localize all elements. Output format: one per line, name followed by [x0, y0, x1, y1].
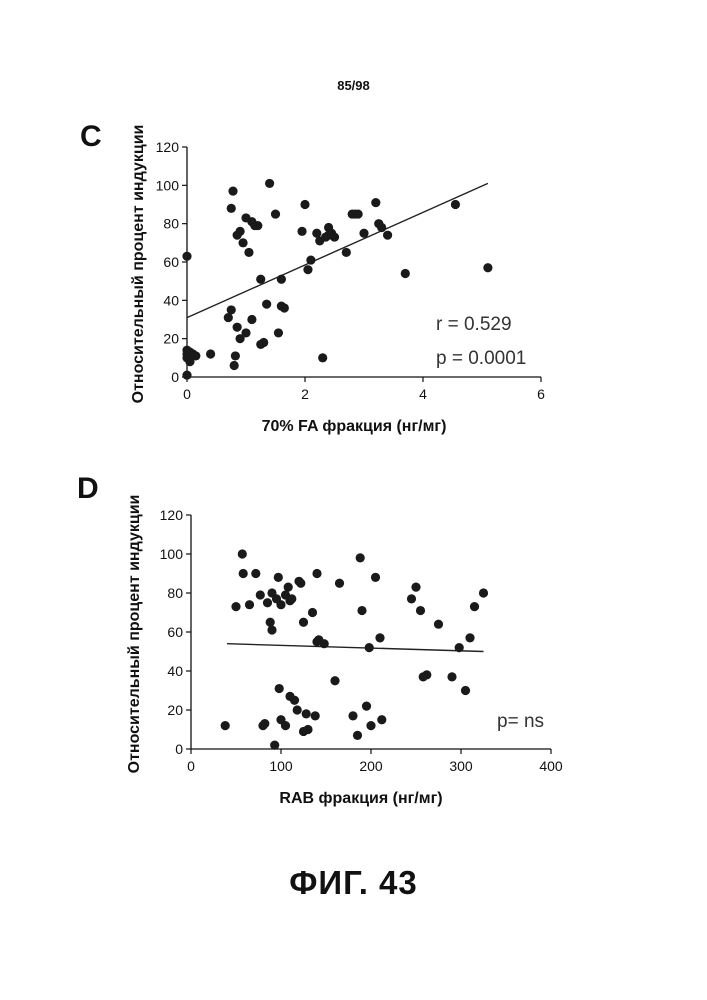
y-tick-label: 80 — [167, 585, 183, 601]
data-point — [461, 686, 470, 695]
data-point — [263, 598, 272, 607]
data-point — [281, 721, 290, 730]
y-tick-label: 40 — [167, 663, 183, 679]
data-point — [238, 549, 247, 558]
data-point — [287, 594, 296, 603]
x-tick-label: 300 — [449, 758, 473, 774]
data-point — [270, 741, 279, 750]
data-point — [407, 594, 416, 603]
data-point — [231, 602, 240, 611]
data-point — [335, 579, 344, 588]
data-point — [290, 696, 299, 705]
data-point — [434, 620, 443, 629]
data-point — [245, 600, 254, 609]
data-point — [356, 553, 365, 562]
data-point — [312, 569, 321, 578]
data-point — [479, 588, 488, 597]
y-tick-label: 20 — [167, 702, 183, 718]
figure-caption: ФИГ. 43 — [0, 864, 707, 902]
stat-annotation: p= ns — [497, 711, 544, 732]
x-tick-label: 100 — [269, 758, 293, 774]
data-point — [411, 583, 420, 592]
data-point — [416, 606, 425, 615]
x-axis-label: RAB фракция (нг/мг) — [279, 790, 442, 807]
y-tick-label: 60 — [167, 624, 183, 640]
data-point — [275, 684, 284, 693]
data-point — [377, 715, 386, 724]
data-point — [362, 702, 371, 711]
data-point — [375, 633, 384, 642]
data-point — [266, 618, 275, 627]
data-point — [284, 583, 293, 592]
data-point — [455, 643, 464, 652]
data-point — [353, 731, 362, 740]
y-tick-label: 100 — [160, 546, 184, 562]
data-point — [465, 633, 474, 642]
data-point — [299, 618, 308, 627]
data-point — [221, 721, 230, 730]
data-point — [274, 573, 283, 582]
x-tick-label: 200 — [359, 758, 383, 774]
data-point — [303, 725, 312, 734]
data-point — [371, 573, 380, 582]
data-point — [308, 608, 317, 617]
y-axis-label: Относительный процент индукции — [126, 495, 143, 774]
data-point — [296, 579, 305, 588]
data-point — [311, 711, 320, 720]
x-tick-label: 400 — [539, 758, 563, 774]
data-point — [365, 643, 374, 652]
data-point — [239, 569, 248, 578]
data-point — [276, 600, 285, 609]
data-point — [302, 709, 311, 718]
data-point — [256, 590, 265, 599]
data-point — [267, 625, 276, 634]
x-tick-label: 0 — [187, 758, 195, 774]
data-point — [260, 719, 269, 728]
data-point — [447, 672, 456, 681]
data-point — [320, 639, 329, 648]
trend-line — [227, 644, 484, 652]
data-point — [251, 569, 260, 578]
data-point — [470, 602, 479, 611]
data-point — [357, 606, 366, 615]
data-point — [348, 711, 357, 720]
data-point — [293, 705, 302, 714]
data-point — [366, 721, 375, 730]
y-tick-label: 0 — [175, 741, 183, 757]
data-point — [330, 676, 339, 685]
y-tick-label: 120 — [160, 507, 184, 523]
data-point — [422, 670, 431, 679]
